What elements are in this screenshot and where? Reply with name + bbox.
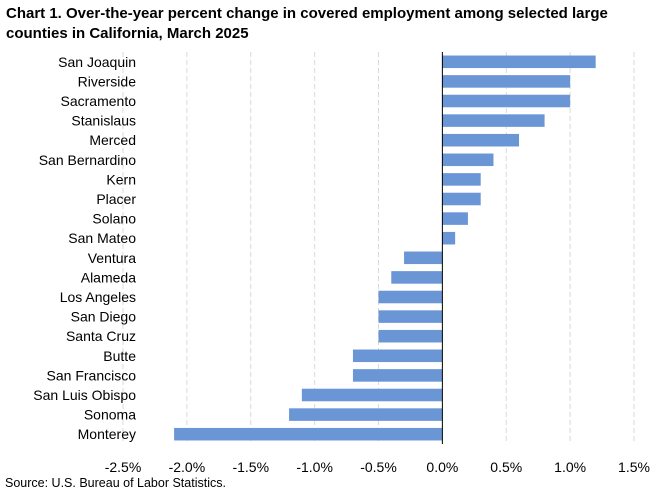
bar-stanislaus (442, 114, 545, 127)
category-label: Santa Cruz (66, 328, 136, 344)
category-label: Ventura (88, 250, 136, 266)
x-tick-label: -2.0% (169, 459, 206, 475)
gridlines (122, 52, 635, 444)
category-label: San Joaquin (58, 54, 136, 70)
bar-kern (442, 173, 481, 186)
bar-butte (352, 349, 443, 363)
bar-santa-cruz (378, 329, 443, 343)
bar-sacramento (442, 94, 571, 108)
category-label: San Bernardino (39, 152, 137, 168)
x-tick-label: -1.5% (232, 459, 269, 475)
category-label: Sonoma (84, 407, 136, 423)
bar-placer (442, 192, 481, 206)
bar-san-joaquin (442, 55, 596, 69)
category-label: San Mateo (68, 230, 136, 246)
x-tick-label: -0.5% (360, 459, 397, 475)
bar-alameda (391, 271, 443, 284)
bar-solano (442, 212, 468, 225)
x-tick-label: 0.0% (426, 459, 458, 475)
source-note: Source: U.S. Bureau of Labor Statistics. (5, 476, 226, 490)
x-tick-label: 1.5% (618, 459, 650, 475)
category-label: Alameda (81, 269, 136, 285)
category-label: Butte (103, 348, 136, 364)
x-tick-label: -1.0% (296, 459, 333, 475)
x-tick-label: 1.0% (554, 459, 586, 475)
x-tick-label: 0.5% (490, 459, 522, 475)
category-label: Riverside (78, 73, 137, 89)
category-label: Solano (92, 211, 136, 227)
category-labels: San Joaquin Riverside Sacramento Stanislaus… (33, 54, 136, 442)
category-label: San Luis Obispo (33, 387, 136, 403)
category-label: Kern (106, 171, 136, 187)
bar-san-francisco (352, 369, 443, 382)
bar-los-angeles (378, 290, 443, 304)
category-label: Sacramento (61, 93, 137, 109)
bar-monterey (174, 427, 443, 441)
bar-sonoma (289, 408, 443, 421)
bars (174, 52, 596, 444)
category-label: San Diego (71, 309, 137, 325)
bar-merced (442, 133, 520, 147)
category-label: Placer (96, 191, 136, 207)
category-label: Merced (89, 132, 136, 148)
x-tick-labels: -2.5% -2.0% -1.5% -1.0% -0.5% 0.0% 0.5% 1.0% 1.5… (105, 459, 650, 475)
bar-san-bernardino (442, 153, 494, 167)
category-label: Stanislaus (71, 113, 136, 129)
bar-ventura (404, 251, 443, 265)
bar-san-mateo (442, 231, 456, 245)
bar-san-diego (378, 310, 443, 323)
x-tick-label: -2.5% (105, 459, 142, 475)
bar-san-luis-obispo (301, 388, 443, 402)
category-label: San Francisco (47, 367, 137, 383)
category-label: Los Angeles (60, 289, 136, 305)
chart-title: Chart 1. Over-the-year percent change in… (6, 5, 608, 42)
category-label: Monterey (78, 426, 136, 442)
bar-riverside (442, 75, 571, 88)
